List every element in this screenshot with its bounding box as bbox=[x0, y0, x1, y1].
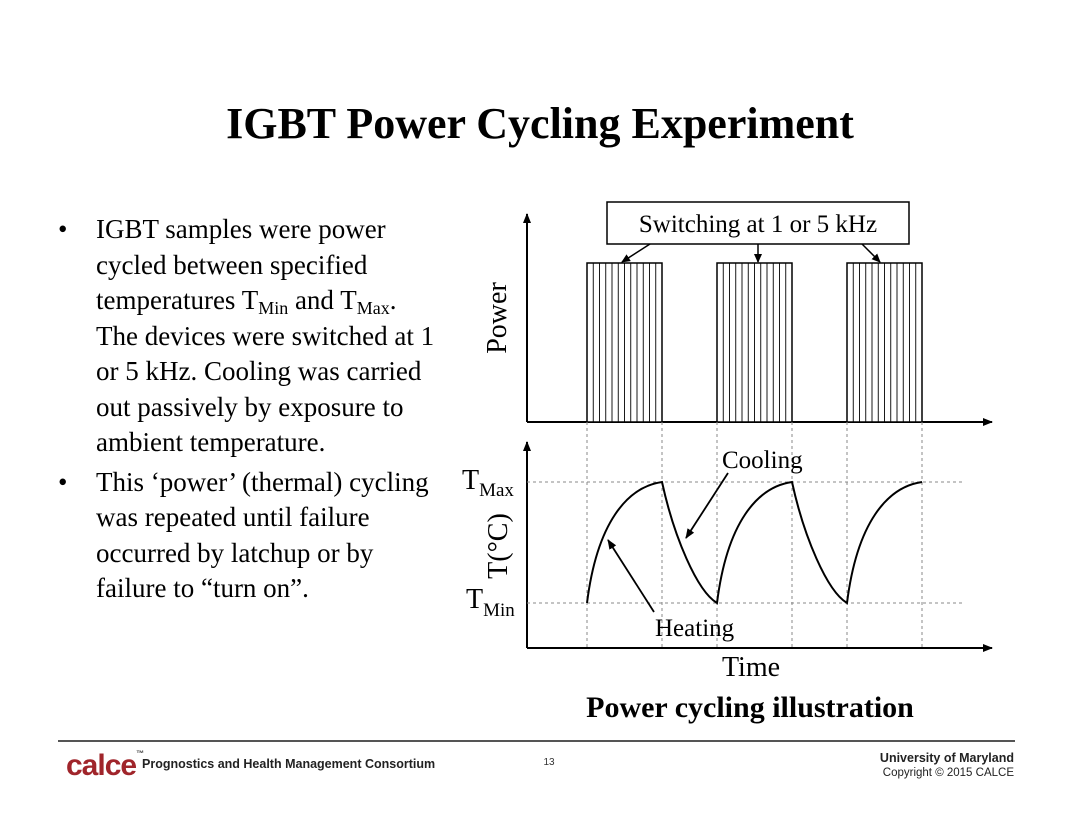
calce-logo: calce™ bbox=[66, 749, 144, 783]
heating-arrow bbox=[607, 539, 655, 613]
footer-divider bbox=[58, 740, 1015, 742]
cooling-arrow bbox=[685, 472, 729, 539]
dashed-guides bbox=[527, 422, 962, 648]
slide-title: IGBT Power Cycling Experiment bbox=[226, 99, 854, 148]
power-pulses bbox=[586, 262, 923, 423]
bullet-2-text: This ‘power’ (thermal) cycling was repea… bbox=[96, 466, 429, 604]
consortium-name: Prognostics and Health Management Consor… bbox=[142, 757, 436, 771]
tmin-label: TMin bbox=[466, 584, 515, 621]
copyright: Copyright © 2015 CALCE bbox=[882, 767, 1014, 779]
bullet-1-text-pre: IGBT samples were power cycled between s… bbox=[96, 214, 386, 315]
bullet-1-text-mid: and T bbox=[288, 285, 357, 315]
switching-arrow-3 bbox=[861, 243, 881, 263]
diagram-caption: Power cycling illustration bbox=[586, 691, 914, 724]
university-name: University of Maryland bbox=[879, 751, 1014, 765]
bullet-list: • IGBT samples were power cycled between … bbox=[58, 212, 438, 611]
switching-label-box bbox=[606, 201, 910, 245]
heating-label: Heating bbox=[655, 615, 735, 642]
bullet-1-sub-max: Max bbox=[356, 298, 390, 318]
tmax-label: TMax bbox=[462, 465, 514, 501]
page-number: 13 bbox=[543, 757, 555, 768]
university-block: University of Maryland Copyright © 2015 … bbox=[880, 751, 1014, 779]
cooling-label: Cooling bbox=[722, 447, 803, 474]
temperature-curve bbox=[586, 480, 923, 605]
power-axis-label: Power bbox=[482, 282, 513, 354]
switching-arrow-1 bbox=[621, 243, 651, 263]
tmin-label-main: T bbox=[466, 584, 483, 615]
tmin-label-sub: Min bbox=[483, 600, 515, 621]
bullet-1-sub-min: Min bbox=[258, 298, 289, 318]
temp-axis-label: T(°C) bbox=[483, 513, 514, 579]
bullet-1-text-post: . The devices were switched at 1 or 5 kH… bbox=[96, 285, 435, 457]
switching-label: Switching at 1 or 5 kHz bbox=[639, 211, 877, 238]
bullet-item-2: • This ‘power’ (thermal) cycling was repe… bbox=[58, 465, 438, 607]
bullet-dot-icon: • bbox=[58, 214, 68, 244]
time-label: Time bbox=[722, 652, 780, 683]
tmax-label-sub: Max bbox=[479, 480, 514, 501]
calce-logo-tm: ™ bbox=[136, 749, 145, 758]
calce-logo-text: calce bbox=[66, 749, 137, 782]
tmax-label-main: T bbox=[462, 465, 479, 496]
bullet-item-1: • IGBT samples were power cycled between … bbox=[58, 212, 438, 461]
bullet-dot-icon: • bbox=[58, 466, 68, 497]
